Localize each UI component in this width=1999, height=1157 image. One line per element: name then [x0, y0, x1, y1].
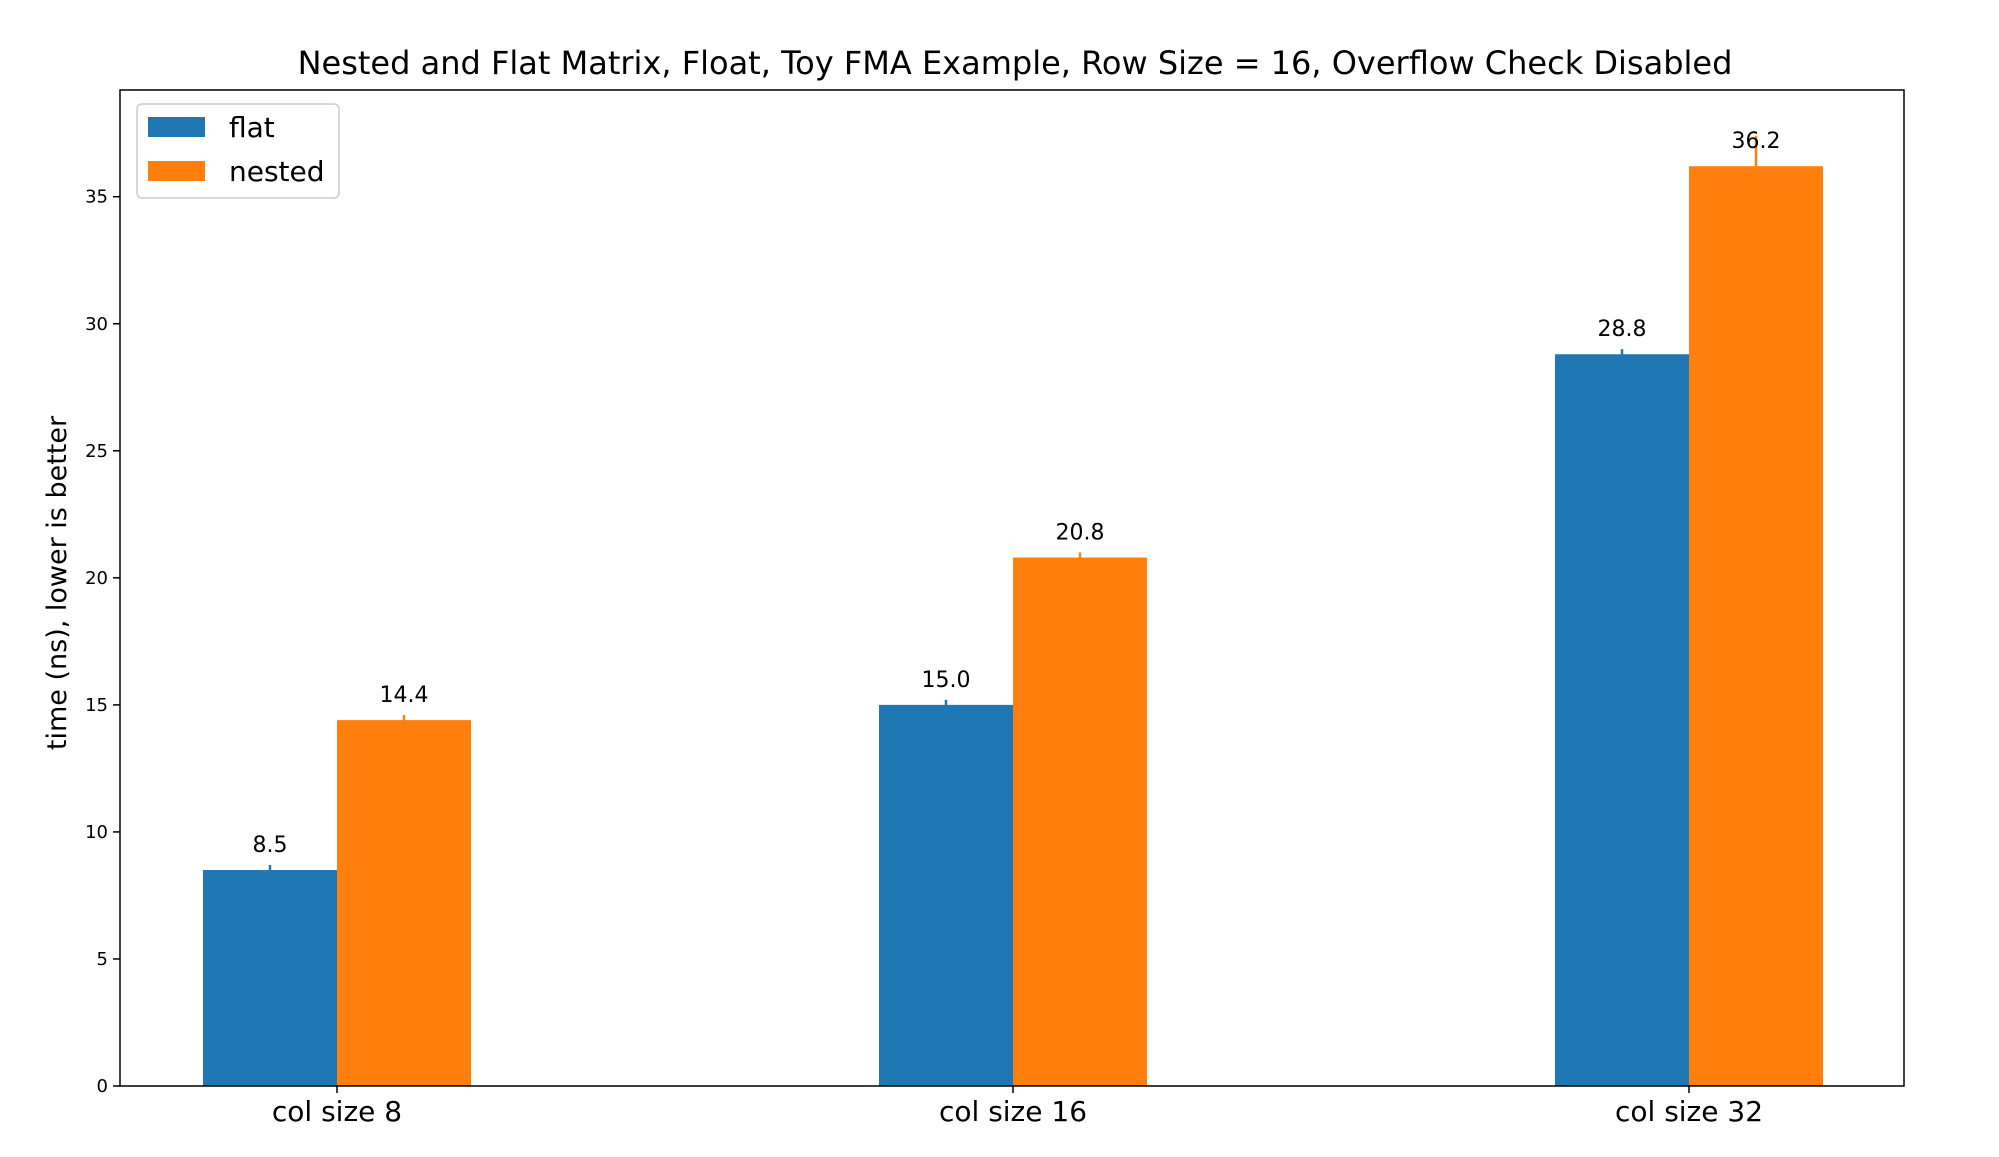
- bar-value-label: 15.0: [922, 668, 971, 693]
- bar-flat: [203, 870, 337, 1086]
- bar-value-label: 20.8: [1056, 521, 1105, 546]
- plot-frame: [119, 89, 1905, 1087]
- x-tick-label: col size 16: [939, 1095, 1087, 1128]
- y-tick-label: 35: [85, 187, 108, 208]
- bar-flat: [1555, 354, 1689, 1087]
- bars-layer: 8.5 15.0 28.8 14.4 20.8 36.2: [203, 129, 1823, 1087]
- bar-nested: [337, 720, 471, 1086]
- y-tick-label: 20: [85, 568, 108, 589]
- bar-value-label: 8.5: [253, 833, 288, 858]
- bar-nested: [1689, 166, 1823, 1086]
- y-tick-label: 5: [97, 949, 108, 970]
- bar-value-label: 36.2: [1732, 129, 1781, 154]
- x-tick-label: col size 8: [272, 1095, 402, 1128]
- y-tick-label: 30: [85, 314, 108, 335]
- y-axis-label: time (ns), lower is better: [42, 415, 73, 750]
- bar-flat: [879, 704, 1013, 1086]
- legend-swatch-nested: [148, 161, 205, 181]
- y-axis: 0 5 10 15 20 25 30 35: [85, 187, 120, 1097]
- chart-title: Nested and Flat Matrix, Float, Toy FMA E…: [298, 44, 1733, 82]
- y-tick-label: 0: [97, 1076, 108, 1097]
- y-tick-label: 25: [85, 441, 108, 462]
- bar-value-label: 28.8: [1598, 317, 1647, 342]
- legend-label-flat: flat: [229, 111, 275, 144]
- x-axis: col size 8 col size 16 col size 32: [272, 1086, 1763, 1128]
- legend-label-nested: nested: [229, 155, 325, 188]
- x-tick-label: col size 32: [1615, 1095, 1763, 1128]
- y-tick-label: 15: [85, 695, 108, 716]
- bar-value-label: 14.4: [380, 683, 429, 708]
- legend-swatch-flat: [148, 117, 205, 137]
- bar-nested: [1013, 557, 1147, 1086]
- y-tick-label: 10: [85, 822, 108, 843]
- legend: flat nested: [136, 103, 340, 199]
